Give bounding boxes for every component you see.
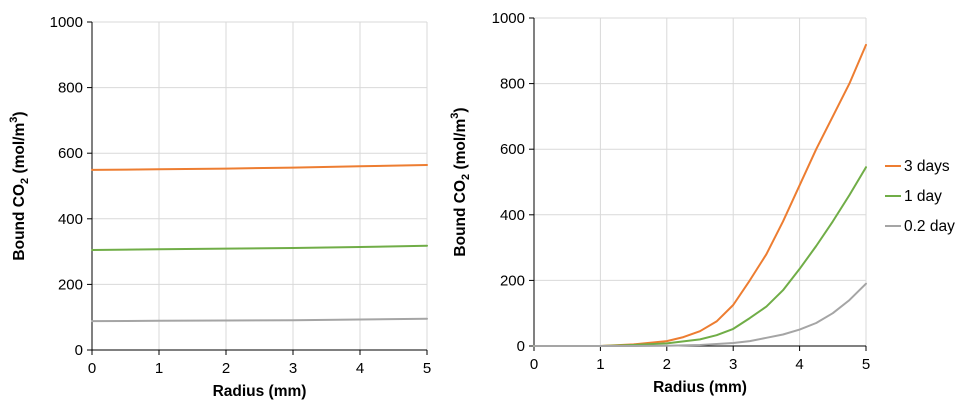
right-series-0-2-day-line <box>533 282 867 347</box>
left-x-tick-label: 5 <box>423 360 431 377</box>
right-x-tick-label: 1 <box>596 356 604 373</box>
left-x-axis-title: Radius (mm) <box>213 383 307 400</box>
right-series-3-days-line <box>533 43 867 347</box>
left-chart: 0 200 400 600 800 1000 0 1 2 3 4 5 Radius (mm) Bound … <box>8 14 431 400</box>
left-series-0-2-day-line <box>91 317 428 323</box>
right-x-axis-title: Radius (mm) <box>653 379 747 396</box>
left-x-tick-label: 1 <box>155 360 163 377</box>
right-y-axis-title-part: Bound CO <box>452 180 469 257</box>
legend: 3 days 1 day 0.2 day <box>885 158 955 235</box>
left-series-3-days-line <box>91 164 428 171</box>
legend-label-3-days: 3 days <box>904 158 950 175</box>
left-y-axis-title-part: Bound CO <box>11 184 28 261</box>
left-x-tick-label: 4 <box>356 360 364 377</box>
right-y-tick-label: 1000 <box>492 10 525 27</box>
legend-label-0-2-day: 0.2 day <box>904 218 955 235</box>
left-y-axis-title: Bound CO2 (mol/m3) <box>8 111 31 260</box>
left-y-axis-title-part: 2 <box>19 178 31 184</box>
legend-label-1-day: 1 day <box>904 188 942 205</box>
right-y-tick-label: 600 <box>500 141 525 158</box>
right-y-axis-title: Bound CO2 (mol/m3) <box>449 107 472 256</box>
right-x-tick-label: 0 <box>530 356 538 373</box>
right-y-axis-title-part: (mol/m <box>452 119 469 174</box>
left-y-tick-label: 600 <box>58 145 83 162</box>
left-y-tick-label: 800 <box>58 80 83 97</box>
left-y-tick-label: 400 <box>58 211 83 228</box>
right-x-tick-label: 3 <box>729 356 737 373</box>
right-x-tick-label: 2 <box>663 356 671 373</box>
right-chart: 0 200 400 600 800 1000 0 1 2 3 4 5 Radius (mm) Bound … <box>449 10 870 396</box>
left-y-tick-label: 0 <box>75 342 83 359</box>
right-series-1-day-line <box>533 166 867 347</box>
left-series-1-day-line <box>91 244 428 251</box>
left-x-tick-label: 3 <box>289 360 297 377</box>
left-y-tick-label: 1000 <box>50 14 83 31</box>
right-x-tick-label: 5 <box>862 356 870 373</box>
right-y-tick-label: 0 <box>517 338 525 355</box>
right-y-axis-title-part: 3 <box>449 113 461 119</box>
right-x-tick-label: 4 <box>795 356 803 373</box>
right-y-axis-title-part: ) <box>452 107 469 112</box>
left-y-tick-label: 200 <box>58 276 83 293</box>
left-y-axis-title-part: ) <box>11 111 28 116</box>
left-x-tick-label: 2 <box>222 360 230 377</box>
right-y-tick-label: 400 <box>500 207 525 224</box>
right-y-tick-label: 800 <box>500 76 525 93</box>
left-y-axis-title-part: (mol/m <box>11 123 28 178</box>
left-x-tick-label: 0 <box>88 360 96 377</box>
left-y-axis-title-part: 3 <box>8 117 20 123</box>
right-y-tick-label: 200 <box>500 272 525 289</box>
right-y-axis-title-part: 2 <box>460 174 472 180</box>
